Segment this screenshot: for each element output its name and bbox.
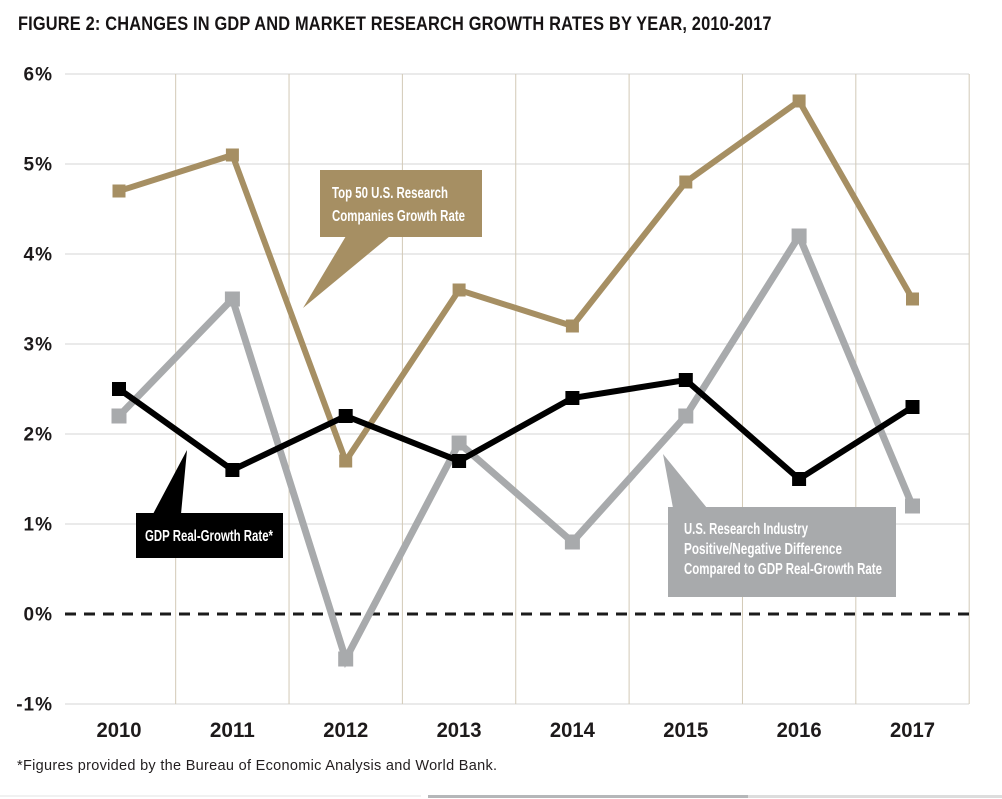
- data-point: [225, 463, 240, 477]
- series-line: [116, 228, 916, 669]
- data-point: [565, 391, 580, 405]
- callout-box: [136, 513, 283, 558]
- y-axis-tick-label: -1%: [16, 695, 53, 716]
- callout-box: [668, 507, 896, 597]
- series-gdp-growth: [112, 373, 920, 486]
- data-point: [225, 148, 239, 162]
- data-point: [451, 435, 467, 451]
- data-point: [792, 94, 806, 108]
- callout-text-line: Top 50 U.S. Research: [332, 185, 448, 202]
- callout-tail: [153, 450, 187, 514]
- data-point: [906, 292, 919, 306]
- figure-footnote: *Figures provided by the Bureau of Econo…: [17, 758, 498, 774]
- y-axis-tick-label: 0%: [24, 605, 53, 626]
- data-point: [791, 228, 807, 244]
- x-axis-tick-label: 2016: [777, 719, 822, 742]
- data-point: [678, 373, 693, 387]
- horizontal-scrollbar-track[interactable]: [748, 795, 1002, 798]
- data-point: [565, 319, 579, 333]
- data-point: [112, 184, 126, 198]
- x-axis-tick-label: 2011: [210, 719, 255, 742]
- x-axis-tick-label: 2017: [890, 719, 935, 742]
- data-point: [905, 498, 920, 514]
- callout-gdp: GDP Real-Growth Rate*: [136, 450, 283, 558]
- data-point: [112, 382, 126, 396]
- x-axis-tick-label: 2012: [323, 719, 368, 742]
- data-point: [905, 400, 920, 414]
- y-axis-tick-label: 5%: [24, 155, 53, 176]
- y-axis-tick-label: 2%: [24, 425, 53, 446]
- series-line: [117, 376, 915, 483]
- series-line: [118, 96, 916, 468]
- y-axis-tick-label: 4%: [24, 245, 53, 266]
- data-point: [452, 454, 467, 468]
- data-point: [678, 408, 694, 424]
- callout-tail: [303, 236, 390, 308]
- x-axis-tick-label: 2010: [97, 719, 142, 742]
- figure-title: FIGURE 2: CHANGES IN GDP AND MARKET RESE…: [18, 13, 772, 35]
- callout-text-line: Positive/Negative Difference: [684, 541, 842, 558]
- y-axis-tick-label: 6%: [24, 65, 53, 86]
- data-point: [452, 283, 466, 297]
- data-point: [564, 534, 580, 550]
- callout-diff: U.S. Research Industry Positive/Negative …: [663, 454, 896, 597]
- callout-text-line: Companies Growth Rate: [332, 208, 465, 225]
- callout-text-line: U.S. Research Industry: [684, 521, 808, 538]
- y-axis-tick-label: 1%: [24, 515, 53, 536]
- data-point: [792, 472, 807, 486]
- series-research-difference: [111, 228, 920, 669]
- data-point: [111, 408, 127, 424]
- y-axis-tick-label: 3%: [24, 335, 53, 356]
- x-axis-tick-label: 2014: [550, 719, 595, 742]
- callout-tail: [663, 454, 707, 508]
- x-axis-tick-label: 2015: [663, 719, 708, 742]
- horizontal-scrollbar-track-left: [0, 795, 421, 797]
- callout-box: [320, 170, 482, 237]
- x-axis-tick-label: 2013: [437, 719, 482, 742]
- data-point: [224, 291, 240, 307]
- callout-text-line: Compared to GDP Real-Growth Rate: [684, 561, 882, 578]
- data-point: [679, 175, 693, 189]
- data-point: [339, 454, 353, 468]
- data-point: [338, 409, 353, 423]
- horizontal-scrollbar-thumb[interactable]: [428, 795, 748, 798]
- data-point: [338, 651, 354, 667]
- callout-top50: Top 50 U.S. Research Companies Growth Rat…: [303, 170, 482, 308]
- series-top50-research: [112, 94, 919, 468]
- callout-text-line: GDP Real-Growth Rate*: [145, 528, 274, 545]
